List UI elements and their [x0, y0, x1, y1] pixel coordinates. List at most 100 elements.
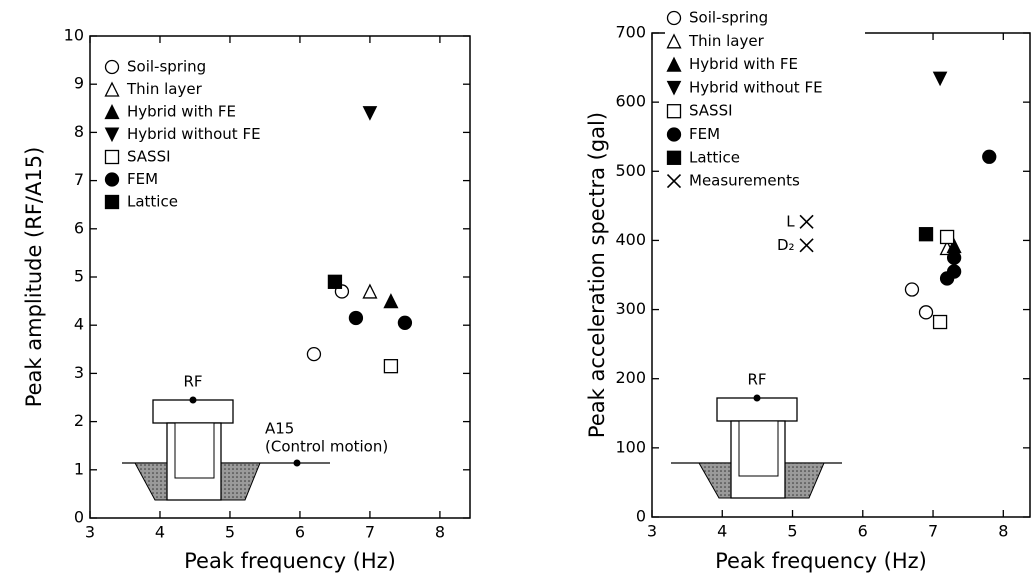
- x-axis-label: Peak frequency (Hz): [184, 549, 396, 573]
- legend-label: SASSI: [689, 102, 733, 120]
- legend-bg: [103, 102, 303, 125]
- y-tick-label: 0: [636, 507, 646, 526]
- legend-marker: [666, 56, 682, 72]
- data-point: [904, 282, 920, 297]
- legend-label: Soil-spring: [127, 58, 206, 76]
- x-tick-label: 5: [787, 522, 797, 541]
- legend-label: Thin layer: [126, 80, 203, 98]
- legend-marker: [666, 174, 682, 189]
- legend-bg: [103, 169, 303, 192]
- inset-building-left: RF A15 (Control motion): [122, 373, 388, 501]
- data-point: [932, 71, 948, 87]
- legend-marker: [104, 127, 120, 143]
- legend-bg: [665, 31, 865, 55]
- legend-marker: [104, 149, 120, 165]
- data-point: [383, 359, 399, 374]
- legend-label: Measurements: [689, 172, 800, 190]
- y-tick-label: 300: [615, 299, 646, 318]
- y-tick-label: 100: [615, 437, 646, 456]
- legend-marker: [666, 80, 682, 96]
- data-point: [383, 293, 399, 309]
- data-point: [348, 310, 364, 326]
- legend-marker: [666, 127, 682, 142]
- y-tick-label: 5: [74, 267, 84, 286]
- legend-label: FEM: [689, 125, 720, 143]
- x-tick-label: 4: [717, 522, 727, 541]
- legend-bg: [665, 171, 865, 195]
- legend-bg: [103, 57, 303, 80]
- y-axis-label: Peak amplitude (RF/A15): [22, 147, 46, 408]
- legend-marker: [104, 81, 120, 97]
- y-tick-label: 0: [74, 508, 84, 527]
- y-axis-label: Peak acceleration spectra (gal): [585, 112, 609, 438]
- legend-bg: [103, 147, 303, 170]
- annotation: (Control motion): [265, 438, 388, 456]
- legend-label: Hybrid without FE: [127, 125, 261, 143]
- x-tick-label: 4: [155, 523, 165, 542]
- annotation: A15: [265, 420, 294, 438]
- point-label: D₂: [777, 236, 795, 254]
- data-point: [946, 250, 962, 265]
- legend-bg: [665, 8, 865, 32]
- legend-marker: [666, 10, 682, 26]
- legend-bg: [103, 192, 303, 215]
- data-point: [918, 227, 934, 242]
- x-tick-label: 6: [295, 523, 305, 542]
- y-tick-label: 400: [615, 230, 646, 249]
- data-point: [327, 274, 343, 289]
- x-tick-label: 5: [225, 523, 235, 542]
- x-tick-label: 3: [85, 523, 95, 542]
- legend-label: Lattice: [689, 148, 740, 166]
- y-tick-label: 7: [74, 170, 84, 189]
- x-tick-label: 8: [998, 522, 1008, 541]
- y-tick-label: 10: [64, 26, 84, 45]
- legend-marker: [104, 172, 120, 187]
- legend-bg: [665, 77, 865, 102]
- inset-building-right: RF: [671, 371, 842, 499]
- y-tick-label: 9: [74, 74, 84, 93]
- legend-bg: [103, 124, 303, 147]
- data-point: [397, 315, 413, 330]
- legend-label: SASSI: [127, 148, 171, 166]
- legend-label: Lattice: [127, 193, 178, 211]
- y-tick-label: 2: [74, 411, 84, 430]
- y-tick-label: 200: [615, 368, 646, 387]
- legend-marker: [104, 194, 120, 210]
- x-tick-label: 6: [858, 522, 868, 541]
- data-point: [799, 214, 814, 229]
- data-point: [799, 238, 814, 253]
- data-point: [362, 283, 378, 299]
- y-tick-label: 500: [615, 161, 646, 180]
- x-tick-label: 7: [928, 522, 938, 541]
- legend-label: Thin layer: [688, 32, 765, 50]
- data-point: [982, 149, 997, 164]
- legend-bg: [665, 101, 865, 125]
- y-tick-label: 8: [74, 122, 84, 141]
- y-tick-label: 3: [74, 363, 84, 382]
- y-tick-label: 1: [74, 459, 84, 478]
- legend-marker: [104, 59, 120, 75]
- legend-marker: [104, 104, 120, 120]
- annotation: RF: [183, 373, 202, 391]
- data-point: [918, 305, 934, 320]
- y-tick-label: 4: [74, 315, 84, 334]
- legend-bg: [665, 54, 865, 78]
- point-label: L: [786, 212, 795, 230]
- y-tick-label: 700: [615, 23, 646, 42]
- legend-bg: [103, 79, 303, 102]
- y-tick-label: 6: [74, 218, 84, 237]
- x-tick-label: 3: [647, 522, 657, 541]
- data-point: [362, 106, 378, 121]
- data-point: [306, 346, 322, 362]
- legend-bg: [665, 147, 865, 172]
- y-tick-label: 600: [615, 92, 646, 111]
- legend-label: Hybrid with FE: [127, 103, 236, 121]
- legend-bg: [665, 124, 865, 148]
- x-tick-label: 8: [435, 523, 445, 542]
- legend-marker: [666, 150, 682, 165]
- x-axis-label: Peak frequency (Hz): [715, 549, 927, 573]
- data-point: [932, 314, 948, 330]
- legend-label: Hybrid with FE: [689, 55, 798, 73]
